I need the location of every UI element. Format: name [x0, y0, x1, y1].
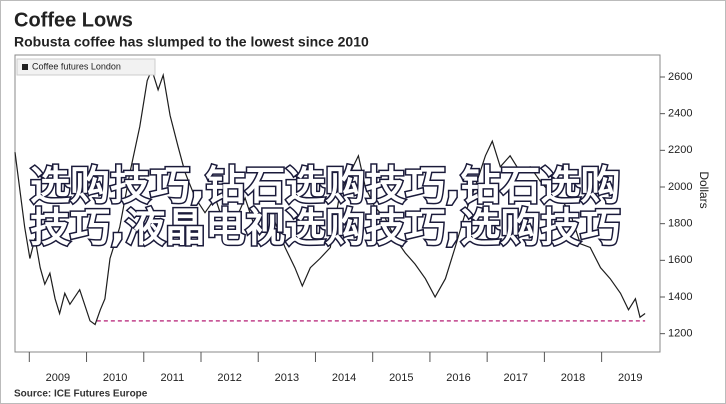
x-tick-label: 2018: [561, 372, 585, 384]
y-tick-label: 1400: [668, 291, 692, 303]
y-tick-label: 1800: [668, 218, 692, 230]
x-tick-label: 2010: [103, 372, 127, 384]
y-tick-label: 2200: [668, 144, 692, 156]
data-line: [14, 67, 646, 326]
x-tick-label: 2019: [618, 372, 642, 384]
x-tick-label: 2009: [46, 372, 70, 384]
chart-title: Coffee Lows: [14, 9, 133, 31]
x-tick-label: 2012: [217, 372, 241, 384]
source: Source: ICE Futures Europe: [14, 389, 148, 400]
y-axis-label: Dollars: [697, 171, 711, 208]
x-tick-label: 2013: [275, 372, 299, 384]
y-tick-label: 2400: [668, 108, 692, 120]
legend-box: [16, 58, 156, 76]
legend-label: Coffee futures London: [32, 61, 121, 71]
y-tick-label: 2600: [668, 71, 692, 83]
y-tick-label: 2000: [668, 181, 692, 193]
overlay-text: 技巧,液晶电视选购技巧,选购技巧: [30, 205, 620, 251]
x-tick-label: 2016: [446, 372, 470, 384]
x-tick-label: 2014: [332, 372, 356, 384]
overlay-text: 选购技巧,钻石选购技巧,钻石选购: [30, 163, 620, 209]
legend-swatch: [22, 64, 28, 70]
plot-frame: [14, 54, 661, 353]
x-tick-label: 2017: [504, 372, 528, 384]
y-tick-label: 1200: [668, 328, 692, 340]
x-tick-label: 2011: [161, 372, 185, 384]
x-tick-label: 2015: [389, 372, 413, 384]
y-tick-label: 1600: [668, 254, 692, 266]
chart-subtitle: Robusta coffee has slumped to the lowest…: [14, 34, 369, 50]
